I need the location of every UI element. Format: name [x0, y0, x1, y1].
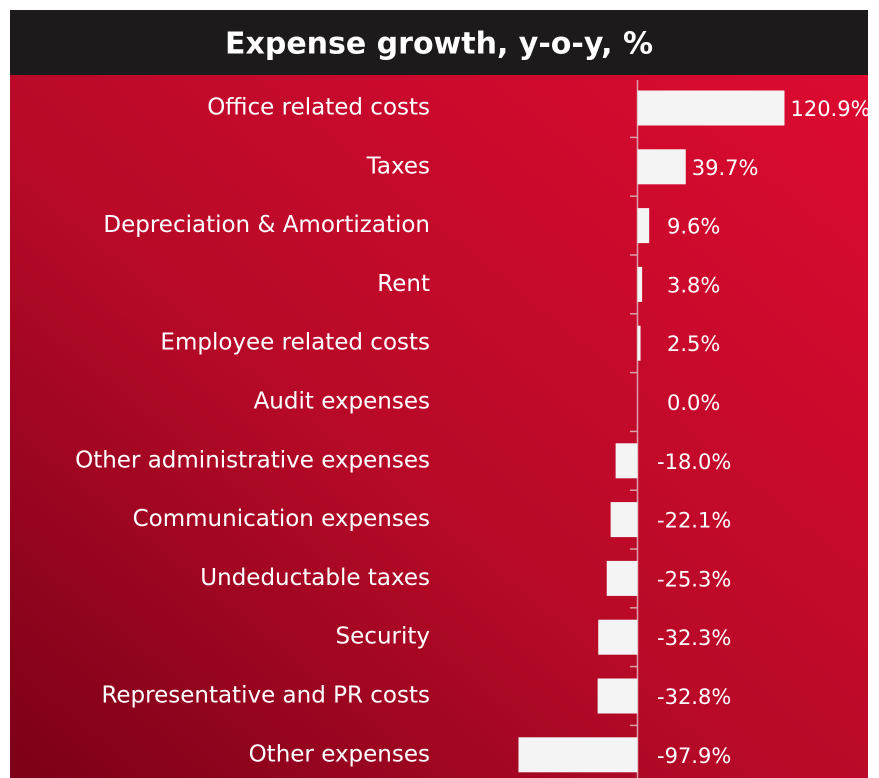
category-label: Depreciation & Amortization: [103, 212, 430, 238]
value-label: 39.7%: [692, 156, 759, 180]
bar: [518, 737, 638, 773]
bar: [615, 443, 638, 479]
category-label: Audit expenses: [254, 389, 430, 415]
value-label: -22.1%: [657, 509, 731, 533]
category-label: Other administrative expenses: [75, 447, 430, 473]
bar: [637, 149, 686, 185]
bar: [637, 90, 785, 126]
category-label: Communication expenses: [133, 506, 430, 532]
value-label: 0.0%: [667, 391, 720, 415]
bar: [606, 560, 638, 596]
value-label: -18.0%: [657, 450, 731, 474]
chart-title: Expense growth, y-o-y, %: [225, 27, 653, 62]
value-label: 120.9%: [790, 97, 870, 121]
bar: [637, 325, 641, 361]
category-label: Taxes: [366, 153, 430, 179]
value-label: 3.8%: [667, 273, 720, 297]
value-label: -32.8%: [657, 685, 731, 709]
bar: [597, 678, 638, 714]
category-label: Representative and PR costs: [101, 683, 430, 709]
category-label: Undeductable taxes: [200, 565, 430, 591]
bar: [637, 208, 650, 244]
value-label: -25.3%: [657, 567, 731, 591]
category-label: Office related costs: [207, 95, 430, 121]
value-label: 2.5%: [667, 332, 720, 356]
bar: [637, 266, 643, 302]
value-label: 9.6%: [667, 215, 720, 239]
category-label: Employee related costs: [160, 330, 430, 356]
value-label: -97.9%: [657, 744, 731, 768]
plot-background: [10, 75, 868, 778]
category-label: Rent: [377, 271, 430, 297]
bar: [610, 502, 638, 538]
category-label: Other expenses: [249, 741, 430, 767]
value-label: -32.3%: [657, 626, 731, 650]
bar: [598, 619, 638, 655]
title-bar: [10, 10, 868, 75]
category-label: Security: [336, 624, 430, 650]
